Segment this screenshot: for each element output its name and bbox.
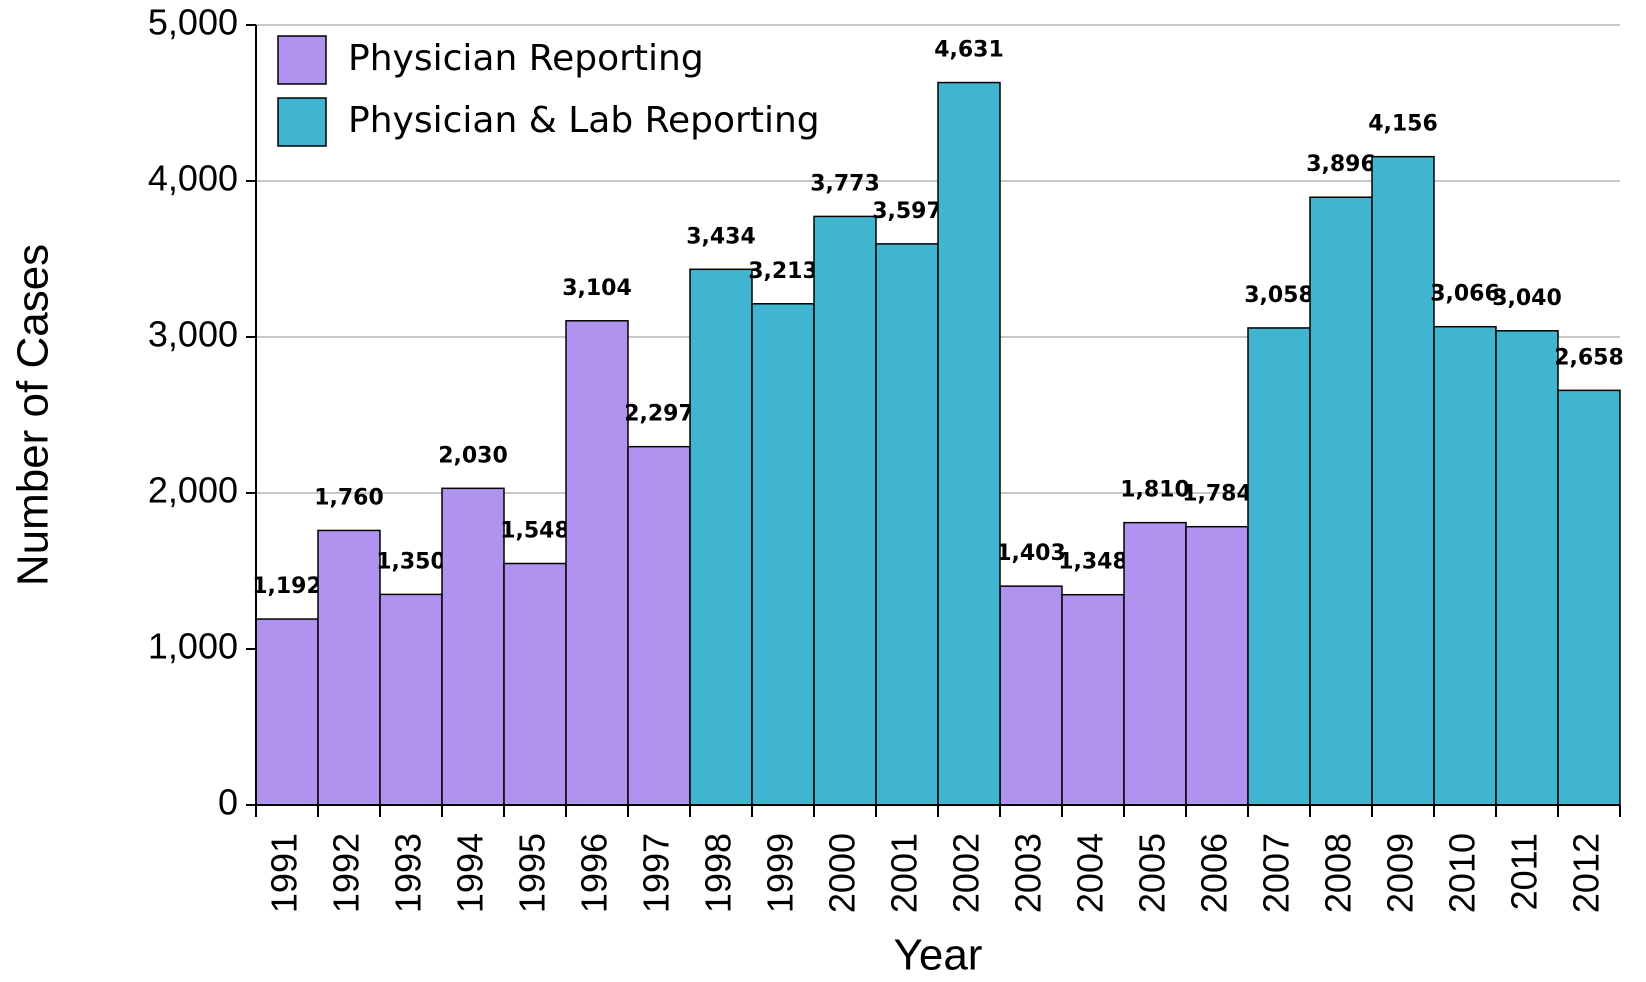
data-label: 3,040 <box>1492 286 1562 311</box>
x-tick-label: 2004 <box>1070 833 1111 913</box>
x-tick-label: 2010 <box>1442 833 1483 913</box>
data-label: 1,350 <box>376 549 446 574</box>
x-tick-label: 2005 <box>1132 833 1173 913</box>
data-label: 3,434 <box>686 224 756 249</box>
bar <box>503 562 567 806</box>
bar <box>813 215 877 806</box>
legend-label: Physician & Lab Reporting <box>348 100 820 141</box>
legend-swatch <box>277 35 327 85</box>
data-label: 1,403 <box>996 541 1066 566</box>
x-axis-title: Year <box>894 931 983 980</box>
bar <box>1557 389 1621 806</box>
bar <box>1185 525 1249 806</box>
data-label: 4,631 <box>934 38 1004 63</box>
y-tick-label: 2,000 <box>148 470 238 511</box>
bar <box>689 268 753 806</box>
x-tick-label: 1998 <box>698 833 739 913</box>
x-tick-label: 2009 <box>1380 833 1421 913</box>
bar <box>1247 327 1311 806</box>
bar <box>937 81 1001 806</box>
x-tick-label: 2001 <box>884 833 925 913</box>
bar <box>1433 325 1497 806</box>
data-label: 2,297 <box>624 402 694 427</box>
data-label: 1,760 <box>314 485 384 510</box>
legend-label: Physician Reporting <box>348 38 704 79</box>
bar <box>627 445 691 806</box>
bar <box>999 585 1063 806</box>
data-label: 1,548 <box>500 519 570 544</box>
data-label: 3,058 <box>1244 283 1314 308</box>
x-tick-label: 1997 <box>636 833 677 913</box>
y-axis-title: Number of Cases <box>9 244 58 586</box>
data-label: 3,597 <box>872 199 942 224</box>
y-tick-label: 0 <box>218 782 238 823</box>
data-label: 1,810 <box>1120 478 1190 503</box>
bar <box>565 320 629 806</box>
bar <box>441 487 505 806</box>
data-label: 2,658 <box>1554 345 1624 370</box>
bar <box>379 593 443 806</box>
x-tick-label: 2002 <box>946 833 987 913</box>
data-label: 1,348 <box>1058 550 1128 575</box>
legend-swatch <box>277 97 327 147</box>
x-tick-label: 2007 <box>1256 833 1297 913</box>
y-tick-label: 4,000 <box>148 158 238 199</box>
x-tick-label: 1996 <box>574 833 615 913</box>
x-tick-label: 2003 <box>1008 833 1049 913</box>
bar <box>875 243 939 806</box>
x-tick-label: 1995 <box>512 833 553 913</box>
data-label: 1,784 <box>1182 482 1252 507</box>
x-tick-label: 1993 <box>388 833 429 913</box>
x-tick-label: 1994 <box>450 833 491 913</box>
bar <box>751 303 815 806</box>
bar <box>255 618 319 806</box>
x-tick-label: 2008 <box>1318 833 1359 913</box>
data-label: 2,030 <box>438 443 508 468</box>
bar <box>1371 155 1435 806</box>
x-tick-label: 1992 <box>326 833 367 913</box>
x-tick-label: 1991 <box>264 833 305 913</box>
bar <box>317 529 381 806</box>
bar <box>1123 521 1187 806</box>
x-tick-label: 2012 <box>1566 833 1607 913</box>
y-tick-label: 3,000 <box>148 314 238 355</box>
x-tick-label: 2006 <box>1194 833 1235 913</box>
data-label: 3,104 <box>562 276 632 301</box>
bar <box>1309 196 1373 806</box>
data-label: 1,192 <box>252 574 322 599</box>
bar <box>1061 593 1125 806</box>
y-tick-label: 1,000 <box>148 626 238 667</box>
data-label: 3,773 <box>810 171 880 196</box>
data-label: 3,066 <box>1430 282 1500 307</box>
y-tick-label: 5,000 <box>148 2 238 43</box>
data-label: 3,896 <box>1306 152 1376 177</box>
data-label: 4,156 <box>1368 112 1438 137</box>
x-tick-label: 2011 <box>1504 833 1545 910</box>
bar <box>1495 330 1559 806</box>
x-tick-label: 2000 <box>822 833 863 913</box>
data-label: 3,213 <box>748 259 818 284</box>
x-tick-label: 1999 <box>760 833 801 913</box>
